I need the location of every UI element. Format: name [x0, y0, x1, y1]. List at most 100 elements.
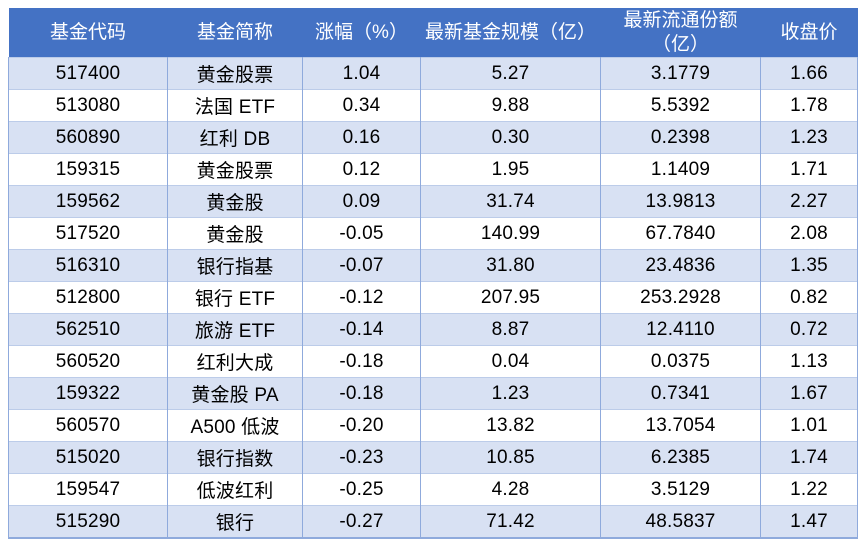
cell-circulating-shares: 0.7341	[600, 377, 761, 410]
cell-close-price: 1.35	[760, 249, 858, 282]
cell-fund-scale: 1.95	[420, 153, 601, 186]
cell-fund-code: 560570	[8, 409, 168, 442]
cell-fund-scale: 207.95	[420, 281, 601, 314]
cell-close-price: 1.67	[760, 377, 858, 410]
cell-fund-code: 159562	[8, 185, 168, 218]
table-row: 560570 A500 低波 -0.20 13.82 13.7054 1.01	[8, 409, 858, 442]
cell-fund-scale: 71.42	[420, 505, 601, 538]
cell-change-pct: -0.20	[302, 409, 421, 442]
cell-fund-code: 159315	[8, 153, 168, 186]
table-row: 560520 红利大成 -0.18 0.04 0.0375 1.13	[8, 345, 858, 378]
cell-fund-name: 红利大成	[167, 345, 303, 378]
cell-close-price: 1.13	[760, 345, 858, 378]
cell-change-pct: -0.07	[302, 249, 421, 282]
cell-fund-scale: 4.28	[420, 473, 601, 506]
cell-close-price: 1.78	[760, 89, 858, 122]
cell-fund-name: 红利 DB	[167, 121, 303, 154]
cell-close-price: 0.72	[760, 313, 858, 346]
cell-fund-code: 560890	[8, 121, 168, 154]
cell-fund-name: 黄金股票	[167, 57, 303, 90]
cell-close-price: 1.01	[760, 409, 858, 442]
cell-fund-name: 银行指基	[167, 249, 303, 282]
cell-circulating-shares: 23.4836	[600, 249, 761, 282]
cell-fund-name: 黄金股	[167, 217, 303, 250]
table-row: 159547 低波红利 -0.25 4.28 3.5129 1.22	[8, 473, 858, 506]
table-row: 517400 黄金股票 1.04 5.27 3.1779 1.66	[8, 57, 858, 90]
header-fund-name: 基金简称	[167, 8, 303, 58]
header-row: 基金代码 基金简称 涨幅（%） 最新基金规模（亿） 最新流通份额 （亿） 收盘价	[8, 8, 858, 58]
cell-circulating-shares: 5.5392	[600, 89, 761, 122]
header-change-pct: 涨幅（%）	[302, 8, 421, 58]
table-row: 512800 银行 ETF -0.12 207.95 253.2928 0.82	[8, 281, 858, 314]
cell-fund-code: 512800	[8, 281, 168, 314]
cell-fund-code: 517400	[8, 57, 168, 90]
cell-circulating-shares: 3.5129	[600, 473, 761, 506]
cell-fund-name: 黄金股	[167, 185, 303, 218]
cell-circulating-shares: 0.0375	[600, 345, 761, 378]
cell-fund-code: 159547	[8, 473, 168, 506]
cell-fund-name: 低波红利	[167, 473, 303, 506]
cell-change-pct: 0.16	[302, 121, 421, 154]
table-row: 159315 黄金股票 0.12 1.95 1.1409 1.71	[8, 153, 858, 186]
cell-circulating-shares: 253.2928	[600, 281, 761, 314]
cell-fund-scale: 5.27	[420, 57, 601, 90]
cell-fund-scale: 1.23	[420, 377, 601, 410]
header-close-price: 收盘价	[760, 8, 858, 58]
cell-fund-scale: 8.87	[420, 313, 601, 346]
cell-fund-name: 银行 ETF	[167, 281, 303, 314]
cell-close-price: 1.74	[760, 441, 858, 474]
cell-fund-scale: 10.85	[420, 441, 601, 474]
table-body: 517400 黄金股票 1.04 5.27 3.1779 1.66 513080…	[8, 57, 858, 538]
cell-fund-scale: 31.74	[420, 185, 601, 218]
cell-close-price: 2.27	[760, 185, 858, 218]
cell-fund-code: 560520	[8, 345, 168, 378]
table-row: 513080 法国 ETF 0.34 9.88 5.5392 1.78	[8, 89, 858, 122]
cell-change-pct: -0.12	[302, 281, 421, 314]
cell-fund-code: 515020	[8, 441, 168, 474]
cell-change-pct: -0.18	[302, 345, 421, 378]
table-row: 159562 黄金股 0.09 31.74 13.9813 2.27	[8, 185, 858, 218]
cell-circulating-shares: 13.9813	[600, 185, 761, 218]
table-row: 515020 银行指数 -0.23 10.85 6.2385 1.74	[8, 441, 858, 474]
cell-close-price: 0.82	[760, 281, 858, 314]
header-fund-code: 基金代码	[8, 8, 168, 58]
cell-circulating-shares: 3.1779	[600, 57, 761, 90]
cell-fund-scale: 9.88	[420, 89, 601, 122]
cell-close-price: 1.22	[760, 473, 858, 506]
cell-fund-code: 562510	[8, 313, 168, 346]
cell-circulating-shares: 6.2385	[600, 441, 761, 474]
cell-change-pct: -0.05	[302, 217, 421, 250]
cell-fund-code: 516310	[8, 249, 168, 282]
cell-fund-code: 513080	[8, 89, 168, 122]
cell-close-price: 1.23	[760, 121, 858, 154]
cell-fund-scale: 31.80	[420, 249, 601, 282]
cell-change-pct: 0.12	[302, 153, 421, 186]
cell-change-pct: -0.25	[302, 473, 421, 506]
cell-fund-code: 159322	[8, 377, 168, 410]
fund-table-container: 基金代码 基金简称 涨幅（%） 最新基金规模（亿） 最新流通份额 （亿） 收盘价…	[8, 8, 858, 539]
cell-fund-code: 517520	[8, 217, 168, 250]
cell-fund-name: 银行指数	[167, 441, 303, 474]
cell-change-pct: -0.23	[302, 441, 421, 474]
cell-change-pct: -0.27	[302, 505, 421, 538]
cell-fund-code: 515290	[8, 505, 168, 538]
cell-close-price: 1.47	[760, 505, 858, 538]
cell-fund-name: 银行	[167, 505, 303, 538]
cell-fund-name: 旅游 ETF	[167, 313, 303, 346]
table-row: 562510 旅游 ETF -0.14 8.87 12.4110 0.72	[8, 313, 858, 346]
cell-circulating-shares: 67.7840	[600, 217, 761, 250]
table-row: 517520 黄金股 -0.05 140.99 67.7840 2.08	[8, 217, 858, 250]
cell-fund-scale: 0.30	[420, 121, 601, 154]
cell-circulating-shares: 12.4110	[600, 313, 761, 346]
cell-circulating-shares: 48.5837	[600, 505, 761, 538]
cell-fund-name: 黄金股票	[167, 153, 303, 186]
cell-change-pct: 1.04	[302, 57, 421, 90]
table-row: 515290 银行 -0.27 71.42 48.5837 1.47	[8, 505, 858, 538]
header-fund-scale: 最新基金规模（亿）	[420, 8, 601, 58]
cell-fund-scale: 13.82	[420, 409, 601, 442]
cell-close-price: 2.08	[760, 217, 858, 250]
table-row: 159322 黄金股 PA -0.18 1.23 0.7341 1.67	[8, 377, 858, 410]
cell-circulating-shares: 1.1409	[600, 153, 761, 186]
table-row: 560890 红利 DB 0.16 0.30 0.2398 1.23	[8, 121, 858, 154]
cell-fund-scale: 0.04	[420, 345, 601, 378]
